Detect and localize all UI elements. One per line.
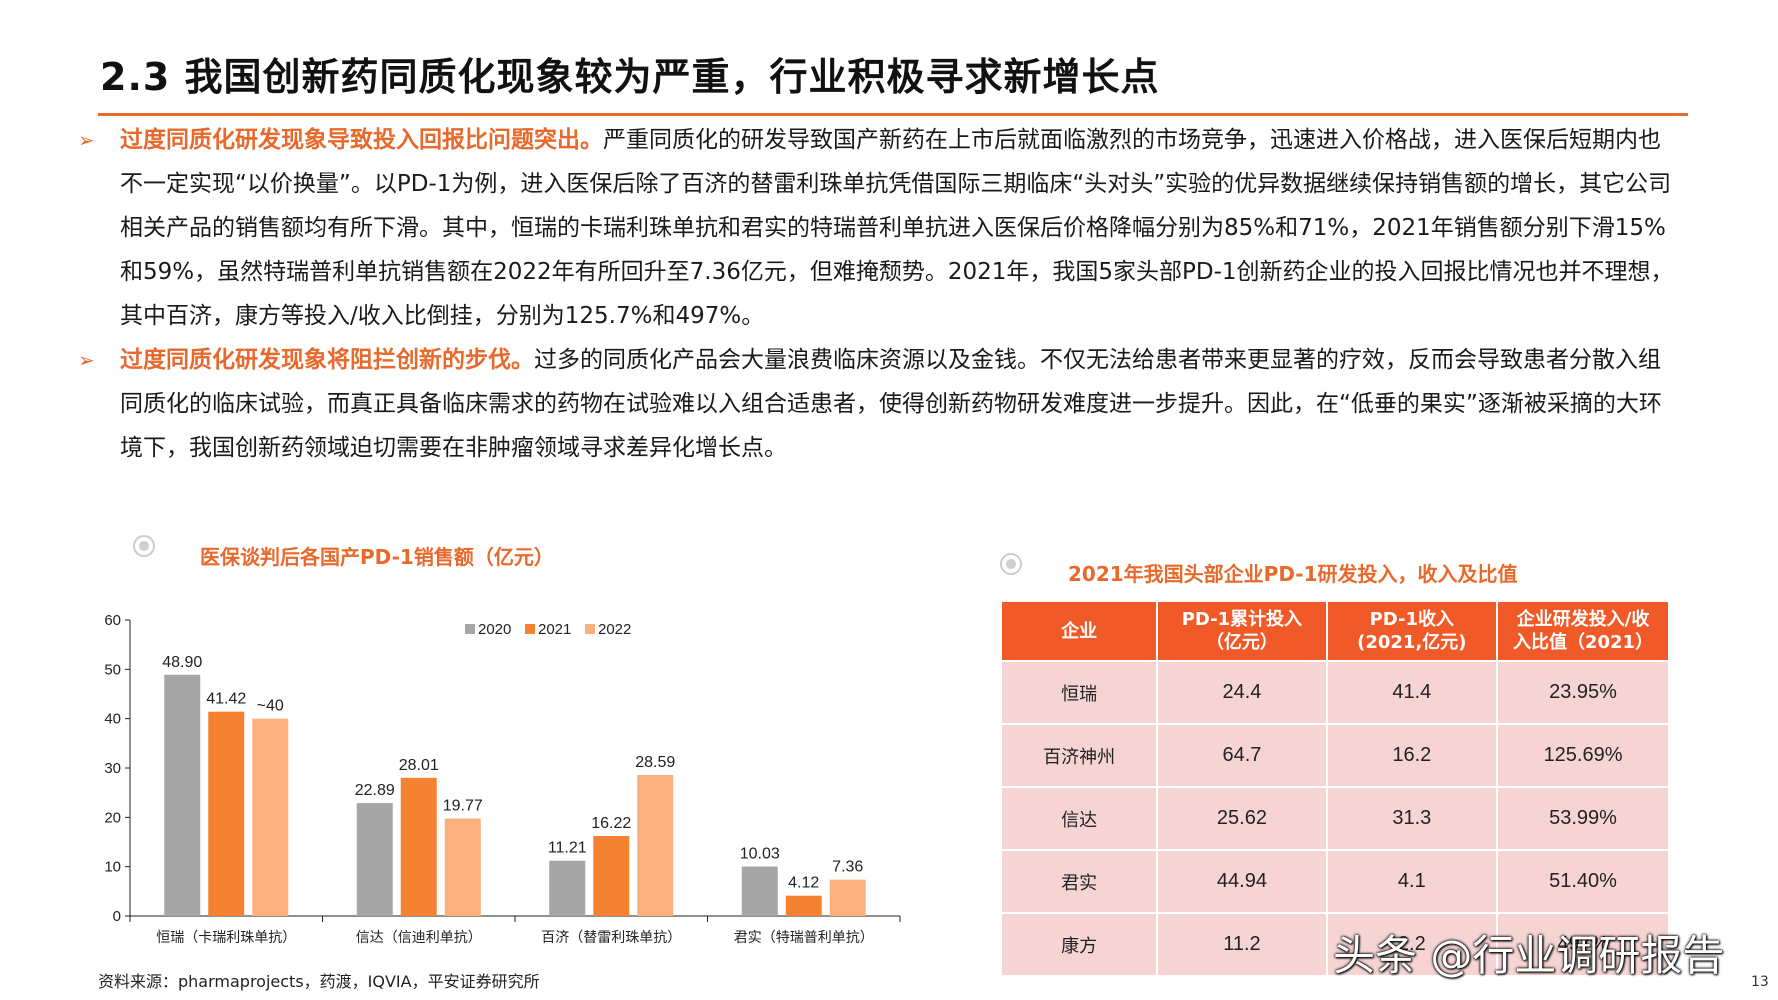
table-cell: 41.4 bbox=[1325, 660, 1499, 725]
table-row: 百济神州 64.7 16.2 125.69% bbox=[999, 723, 1670, 788]
table-cell: 16.2 bbox=[1325, 723, 1499, 788]
legend-label: 2021 bbox=[538, 621, 571, 638]
table-cell: 64.7 bbox=[1156, 723, 1328, 788]
legend-label: 2022 bbox=[598, 621, 631, 638]
bar-2022 bbox=[829, 879, 866, 916]
arrow-bullet-icon: ➢ bbox=[78, 348, 95, 372]
data-label: 16.22 bbox=[591, 815, 631, 832]
bar-2020 bbox=[164, 674, 201, 916]
watermark: 头条 @行业调研报告 bbox=[1333, 931, 1725, 980]
y-tick-label: 0 bbox=[113, 908, 121, 925]
table-cell: 2.2 bbox=[1325, 912, 1499, 977]
x-category-label: 君实（特瑞普利单抗） bbox=[734, 930, 874, 946]
arrow-bullet-icon: ➢ bbox=[78, 128, 95, 152]
table-cell: 君实 bbox=[999, 849, 1159, 914]
y-tick-label: 10 bbox=[104, 859, 121, 876]
bullet-highlight: 过度同质化研发现象导致投入回报比问题突出。 bbox=[120, 127, 603, 153]
data-label: 4.12 bbox=[788, 875, 819, 892]
x-category-label: 恒瑞（卡瑞利珠单抗） bbox=[156, 930, 296, 946]
bullet-item: ➢ 过度同质化研发现象导致投入回报比问题突出。严重同质化的研发导致国产新药在上市… bbox=[78, 118, 1683, 338]
bar-2021 bbox=[785, 895, 822, 916]
table-header-cell: 企业研发投入/收 入比值（2021） bbox=[1496, 600, 1670, 662]
legend-label: 2020 bbox=[478, 621, 511, 638]
table-cell: 24.4 bbox=[1156, 660, 1328, 725]
table-cell: 125.69% bbox=[1496, 723, 1670, 788]
source-note: 资料来源：pharmaprojects，药渡，IQVIA，平安证券研究所 bbox=[98, 972, 540, 991]
table-cell: 百济神州 bbox=[999, 723, 1159, 788]
table-title: 2021年我国头部企业PD-1研发投入，收入及比值 bbox=[1068, 562, 1518, 586]
bar-2022 bbox=[444, 818, 481, 916]
table-cell: 信达 bbox=[999, 786, 1159, 851]
page-number: 13 bbox=[1751, 974, 1769, 990]
bar-2021 bbox=[400, 777, 437, 916]
data-label: 28.59 bbox=[635, 754, 675, 771]
data-label: 22.89 bbox=[355, 782, 395, 799]
bar-2022 bbox=[252, 718, 289, 916]
table-cell: 53.99% bbox=[1496, 786, 1670, 851]
table-header-row: 企业 PD-1累计投入 （亿元） PD-1收入 (2021,亿元) 企业研发投入… bbox=[999, 600, 1670, 662]
data-label: 10.03 bbox=[740, 846, 780, 863]
bar-2021 bbox=[208, 711, 245, 916]
data-label: 11.21 bbox=[548, 840, 587, 857]
page-title: 2.3 我国创新药同质化现象较为严重，行业积极寻求新增长点 bbox=[100, 55, 1160, 99]
title-divider bbox=[98, 113, 1688, 116]
data-label: 48.90 bbox=[162, 654, 202, 671]
y-tick-label: 30 bbox=[104, 760, 121, 777]
legend-swatch bbox=[465, 624, 475, 634]
radio-bullet-icon bbox=[1000, 553, 1022, 575]
data-label: 7.36 bbox=[832, 859, 863, 876]
table-row: 康方 11.2 2.2 497% bbox=[999, 912, 1670, 977]
x-category-label: 信达（信迪利单抗） bbox=[356, 930, 482, 946]
y-tick-label: 40 bbox=[104, 711, 121, 728]
table-cell: 31.3 bbox=[1325, 786, 1499, 851]
table-row: 君实 44.94 4.1 51.40% bbox=[999, 849, 1670, 914]
bar-2020 bbox=[549, 860, 586, 916]
bullet-item: ➢ 过度同质化研发现象将阻拦创新的步伐。过多的同质化产品会大量浪费临床资源以及金… bbox=[78, 338, 1683, 470]
table-row: 信达 25.62 31.3 53.99% bbox=[999, 786, 1670, 851]
table-cell: 497% bbox=[1496, 912, 1670, 977]
table-header-cell: PD-1收入 (2021,亿元) bbox=[1325, 600, 1499, 662]
chart-title: 医保谈判后各国产PD-1销售额（亿元） bbox=[200, 545, 554, 569]
bar-2020 bbox=[741, 866, 778, 916]
table-cell: 11.2 bbox=[1156, 912, 1328, 977]
table-row: 恒瑞 24.4 41.4 23.95% bbox=[999, 660, 1670, 725]
pd1-investment-table: 企业 PD-1累计投入 （亿元） PD-1收入 (2021,亿元) 企业研发投入… bbox=[999, 600, 1670, 977]
table-cell: 51.40% bbox=[1496, 849, 1670, 914]
table-cell: 4.1 bbox=[1325, 849, 1499, 914]
bar-2022 bbox=[637, 774, 674, 916]
table-cell: 44.94 bbox=[1156, 849, 1328, 914]
bullet-list: ➢ 过度同质化研发现象导致投入回报比问题突出。严重同质化的研发导致国产新药在上市… bbox=[78, 118, 1683, 470]
data-label: ~40 bbox=[257, 698, 284, 715]
data-label: 28.01 bbox=[399, 757, 439, 774]
legend-swatch bbox=[585, 624, 595, 634]
bullet-text: 严重同质化的研发导致国产新药在上市后就面临激烈的市场竞争，迅速进入价格战，进入医… bbox=[120, 127, 1674, 329]
table-cell: 25.62 bbox=[1156, 786, 1328, 851]
legend-swatch bbox=[525, 624, 535, 634]
data-label: 41.42 bbox=[206, 691, 246, 708]
y-tick-label: 60 bbox=[104, 612, 121, 629]
table-header-cell: PD-1累计投入 （亿元） bbox=[1156, 600, 1328, 662]
bullet-text: 过多的同质化产品会大量浪费临床资源以及金钱。不仅无法给患者带来更显著的疗效，反而… bbox=[120, 347, 1662, 461]
bullet-highlight: 过度同质化研发现象将阻拦创新的步伐。 bbox=[120, 347, 534, 373]
bar-2021 bbox=[593, 835, 630, 916]
y-tick-label: 20 bbox=[104, 809, 121, 826]
table-cell: 恒瑞 bbox=[999, 660, 1159, 725]
data-label: 19.77 bbox=[443, 797, 483, 814]
table-cell: 康方 bbox=[999, 912, 1159, 977]
pd1-sales-chart: 0 10 20 30 40 50 60 恒瑞（卡瑞利珠单抗） 48.90 41.42 ~40 信达（信… bbox=[104, 612, 901, 946]
bar-2020 bbox=[356, 803, 393, 916]
y-tick-label: 50 bbox=[104, 661, 121, 678]
x-category-label: 百济（替雷利珠单抗） bbox=[541, 930, 681, 946]
table-cell: 23.95% bbox=[1496, 660, 1670, 725]
table-header-cell: 企业 bbox=[999, 600, 1159, 662]
radio-bullet-icon bbox=[133, 535, 155, 557]
